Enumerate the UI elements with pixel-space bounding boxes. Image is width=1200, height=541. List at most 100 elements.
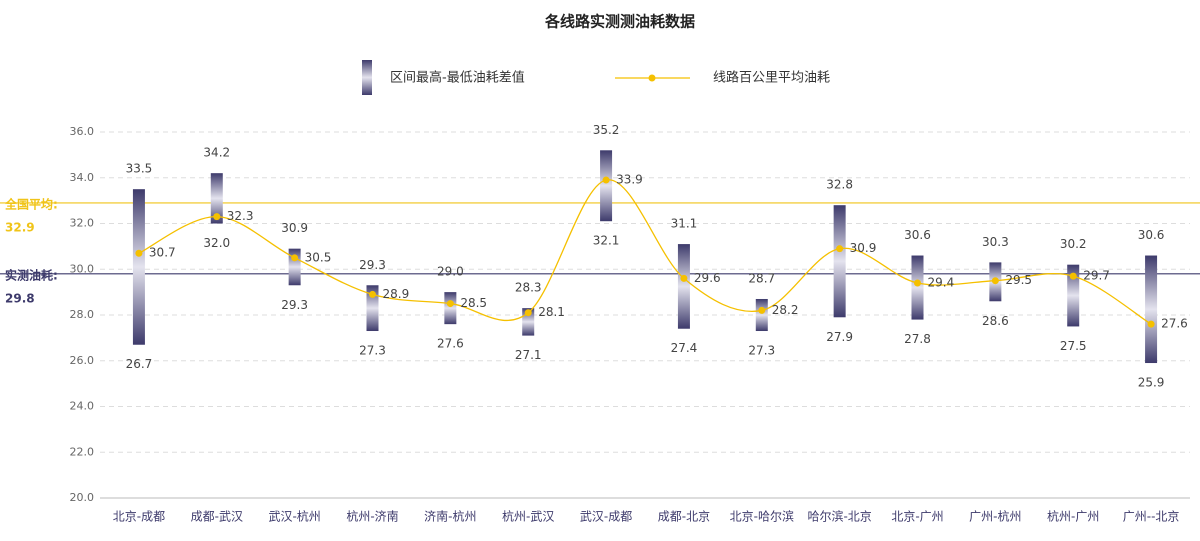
range-bar: [833, 205, 846, 318]
high-label: 30.6: [904, 228, 931, 242]
x-tick-label: 广州-杭州: [969, 509, 1021, 524]
range-bar: [288, 248, 301, 286]
avg-point: [135, 249, 143, 257]
reference-value: 29.8: [5, 291, 35, 305]
low-label: 27.8: [904, 332, 931, 346]
high-label: 31.1: [671, 217, 698, 231]
low-label: 26.7: [126, 357, 153, 371]
avg-point: [1147, 320, 1155, 328]
avg-point: [291, 254, 299, 262]
legend-label: 线路百公里平均油耗: [713, 70, 830, 86]
legend-label: 区间最高-最低油耗差值: [390, 70, 525, 86]
range-bar: [210, 173, 223, 224]
avg-label: 33.9: [616, 173, 643, 187]
avg-label: 29.5: [1005, 273, 1032, 287]
y-tick-label: 22.0: [70, 445, 95, 458]
x-tick-label: 杭州-武汉: [502, 509, 554, 524]
avg-label: 30.5: [305, 250, 332, 264]
low-label: 27.9: [826, 330, 853, 344]
low-label: 27.5: [1060, 339, 1087, 353]
avg-point: [836, 245, 844, 253]
x-tick-label: 杭州-济南: [346, 509, 398, 524]
y-tick-label: 34.0: [70, 171, 95, 184]
low-label: 27.3: [748, 344, 775, 358]
avg-label: 29.4: [928, 275, 955, 289]
x-tick-label: 济南-杭州: [424, 509, 476, 524]
low-label: 25.9: [1138, 376, 1165, 390]
high-label: 32.8: [826, 178, 853, 192]
avg-label: 30.7: [149, 246, 176, 260]
y-tick-label: 20.0: [70, 491, 95, 504]
range-bar: [366, 285, 379, 332]
y-tick-label: 30.0: [70, 262, 95, 275]
avg-line: [138, 179, 1152, 325]
high-label: 30.2: [1060, 237, 1087, 251]
y-tick-label: 28.0: [70, 308, 95, 321]
range-bar: [444, 292, 457, 325]
x-tick-label: 广州--北京: [1123, 510, 1180, 524]
range-bar: [755, 298, 768, 332]
low-label: 28.6: [982, 314, 1009, 328]
y-tick-label: 36.0: [70, 125, 95, 138]
range-bar: [1145, 255, 1158, 364]
high-label: 29.0: [437, 265, 464, 279]
x-tick-label: 北京-哈尔滨: [730, 509, 794, 524]
low-label: 29.3: [281, 298, 308, 312]
x-tick-label: 成都-北京: [658, 510, 710, 524]
reference-value: 32.9: [5, 220, 35, 234]
x-tick-label: 北京-成都: [113, 510, 165, 524]
avg-label: 29.7: [1083, 269, 1110, 283]
avg-point: [680, 274, 688, 282]
reference-label: 全国平均:: [4, 196, 58, 211]
low-label: 27.4: [671, 341, 698, 355]
avg-point: [369, 290, 376, 298]
low-label: 32.0: [203, 236, 230, 250]
avg-point: [524, 309, 532, 317]
avg-point: [914, 279, 921, 287]
x-tick-label: 武汉-杭州: [268, 509, 320, 524]
high-label: 28.7: [748, 271, 775, 285]
high-label: 29.3: [359, 258, 386, 272]
avg-point: [446, 300, 454, 308]
low-label: 27.6: [437, 337, 464, 351]
y-tick-label: 24.0: [70, 400, 95, 413]
x-tick-label: 武汉-成都: [580, 510, 632, 524]
y-tick-label: 32.0: [70, 217, 95, 230]
reference-label: 实测油耗:: [5, 267, 58, 282]
avg-label: 28.2: [772, 303, 799, 317]
low-label: 27.1: [515, 348, 542, 362]
low-label: 32.1: [593, 234, 620, 248]
y-tick-label: 26.0: [70, 354, 95, 367]
range-bar: [677, 244, 690, 329]
avg-label: 30.9: [850, 241, 877, 255]
x-tick-label: 成都-武汉: [191, 510, 243, 524]
high-label: 35.2: [593, 123, 620, 137]
avg-point: [991, 277, 999, 285]
range-bar: [600, 150, 613, 222]
x-tick-label: 杭州-广州: [1047, 509, 1099, 524]
avg-point: [1069, 272, 1077, 280]
low-label: 27.3: [359, 344, 386, 358]
legend-dot: [648, 74, 656, 82]
high-label: 30.3: [982, 235, 1009, 249]
high-label: 30.9: [281, 221, 308, 235]
chart-title: 各线路实测测油耗数据: [544, 13, 695, 31]
range-bar: [132, 189, 145, 345]
high-label: 30.6: [1138, 228, 1165, 242]
avg-point: [213, 213, 221, 221]
avg-label: 27.6: [1161, 317, 1188, 331]
avg-label: 29.6: [694, 271, 721, 285]
avg-point: [602, 176, 610, 184]
range-bar: [1067, 264, 1080, 327]
high-label: 34.2: [203, 146, 230, 160]
range-bar: [911, 255, 924, 320]
high-label: 33.5: [126, 162, 153, 176]
avg-point: [758, 306, 766, 314]
legend-swatch: [362, 60, 372, 95]
avg-label: 28.5: [460, 296, 487, 310]
x-tick-label: 哈尔滨-北京: [807, 509, 871, 524]
avg-label: 28.9: [383, 287, 410, 301]
avg-label: 32.3: [227, 209, 254, 223]
avg-label: 28.1: [538, 305, 565, 319]
